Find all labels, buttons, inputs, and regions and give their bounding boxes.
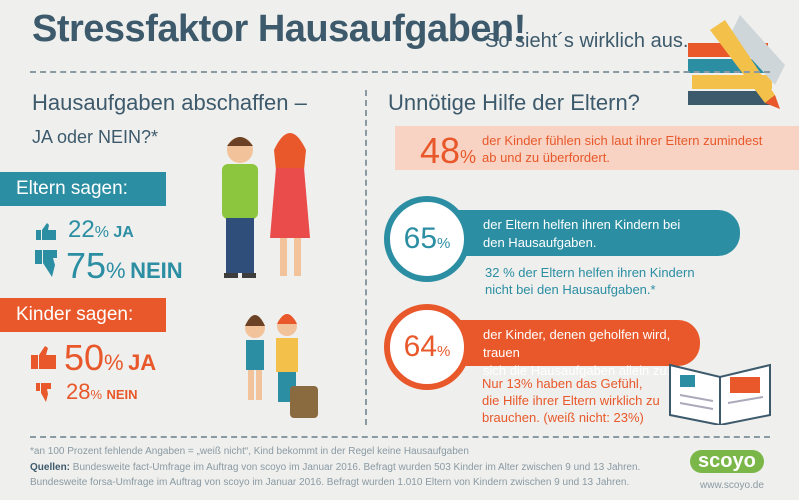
stat: 22% JA <box>68 216 134 244</box>
text-line: der Eltern helfen ihren Kindern bei <box>483 217 681 232</box>
text-line: sich die Hausaufgaben allein zu. <box>483 363 671 378</box>
stat-number: 48 <box>420 130 461 171</box>
text-line: nicht bei den Hausaufgaben.* <box>485 282 656 297</box>
stat: 28% NEIN <box>66 379 138 405</box>
text-line: den Hausaufgaben. <box>483 235 597 250</box>
text-line: der Kinder fühlen sich laut ihrer Eltern… <box>482 133 763 148</box>
text-line: 32 % der Eltern helfen ihren Kindern <box>485 265 695 280</box>
stat-number: 75 <box>66 245 107 286</box>
footnote: *an 100 Prozent fehlende Angaben = „weiß… <box>30 446 469 457</box>
note: Nur 13% haben das Gefühl, die Hilfe ihrer… <box>482 375 660 426</box>
stat: 50% JA <box>64 337 156 379</box>
logo: scoyo <box>690 450 764 473</box>
divider <box>365 90 367 425</box>
unit: % <box>106 258 126 283</box>
right-heading: Unnötige Hilfe der Eltern? <box>388 90 640 115</box>
thumb-icons <box>31 346 56 402</box>
subtitle: So sieht´s wirklich aus. <box>485 30 689 52</box>
stat-circle: 65% <box>384 196 470 282</box>
stat: 48% <box>420 130 476 172</box>
text-line: Nur 13% haben das Gefühl, <box>482 376 643 391</box>
people-illustration <box>222 133 318 418</box>
stat-circle: 64% <box>384 304 470 390</box>
stat-number: 65 <box>403 222 438 255</box>
text-line: ab und zu überfordert. <box>482 150 610 165</box>
source-line: Bundesweite forsa-Umfrage im Auftrag von… <box>30 477 630 488</box>
stat-number: 64 <box>403 330 438 363</box>
label: JA <box>128 350 157 375</box>
label: NEIN <box>130 258 183 283</box>
stat: 75% NEIN <box>66 245 183 287</box>
label: NEIN <box>106 387 138 402</box>
left-heading: Hausaufgaben abschaffen – <box>32 90 307 115</box>
thumb-icons <box>35 223 57 277</box>
banner: Kinder sagen: <box>0 298 166 332</box>
sources: Quellen: Bundesweite fact-Umfrage im Auf… <box>30 462 640 473</box>
text-line: der Kinder, denen geholfen wird, trauen <box>483 327 671 360</box>
stat-text: der Kinder fühlen sich laut ihrer Eltern… <box>482 132 762 166</box>
text-line: die Hilfe ihrer Eltern wirklich zu <box>482 393 660 408</box>
unit: % <box>104 350 124 375</box>
unit: % <box>460 147 477 167</box>
label: JA <box>113 224 134 241</box>
stat-number: 22 <box>68 216 95 243</box>
note: 32 % der Eltern helfen ihren Kindern nich… <box>485 264 695 298</box>
unit: % <box>90 387 103 402</box>
divider <box>30 71 770 73</box>
url: www.scoyo.de <box>700 480 764 491</box>
stat-number: 50 <box>64 337 105 378</box>
book-icon <box>669 363 771 425</box>
highlight-band <box>395 126 799 170</box>
stat-number: 28 <box>66 379 91 404</box>
pencil-books-icon <box>688 15 785 109</box>
banner: Eltern sagen: <box>0 172 166 206</box>
left-heading: JA oder NEIN?* <box>32 127 159 147</box>
divider <box>30 436 770 438</box>
unit: % <box>437 235 451 252</box>
source-line: Bundesweite fact-Umfrage im Auftrag von … <box>72 462 641 473</box>
text-line: brauchen. (weiß nicht: 23%) <box>482 410 644 425</box>
sources-label: Quellen: <box>30 462 71 473</box>
unit: % <box>437 343 451 360</box>
unit: % <box>94 224 109 241</box>
title: Stressfaktor Hausaufgaben! <box>32 8 526 50</box>
